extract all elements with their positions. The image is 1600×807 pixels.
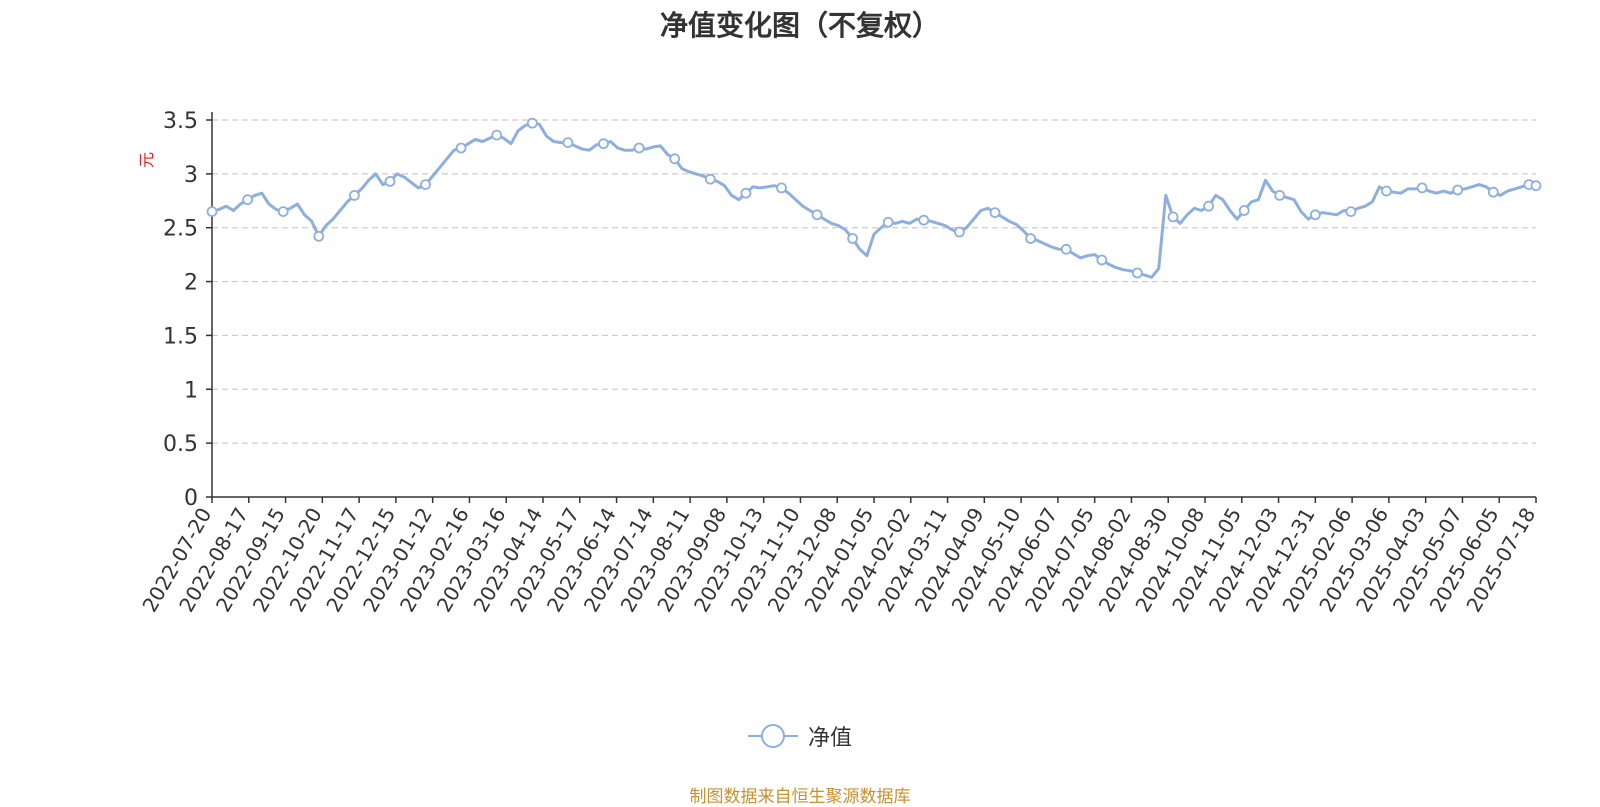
data-point-marker — [882, 216, 894, 228]
data-point-marker — [1060, 243, 1072, 255]
data-point-marker — [1487, 186, 1499, 198]
data-point-marker — [918, 214, 930, 226]
source-note: 制图数据来自恒生聚源数据库 — [689, 787, 911, 807]
data-point-marker — [1025, 233, 1036, 244]
y-tick-label: 0 — [184, 486, 198, 511]
gridlines — [212, 119, 1536, 444]
data-point-marker — [1309, 209, 1321, 221]
y-tick-label: 3.5 — [163, 109, 198, 134]
data-point-marker — [277, 206, 289, 218]
data-point-marker — [1096, 254, 1108, 266]
data-point-marker — [1530, 180, 1542, 192]
data-point-marker — [1452, 184, 1464, 196]
data-point-marker — [562, 137, 574, 149]
data-point-marker — [776, 182, 787, 194]
data-point-marker — [1167, 211, 1179, 223]
data-point-marker — [811, 209, 823, 221]
data-point-marker — [740, 187, 752, 199]
data-point-marker — [989, 207, 1001, 219]
data-point-marker — [1203, 200, 1214, 212]
axes — [206, 112, 1537, 503]
data-point-marker — [420, 179, 431, 191]
y-axis-unit-label: 元 — [137, 152, 156, 168]
data-point-marker — [1345, 206, 1357, 218]
data-point-marker — [954, 226, 965, 238]
y-tick-label: 1.5 — [163, 324, 198, 349]
y-tick-label: 2.5 — [163, 217, 198, 242]
y-tick-label: 2 — [184, 271, 198, 296]
legend[interactable]: 净值 — [0, 720, 1600, 757]
data-point-marker — [633, 142, 645, 154]
data-point-marker — [669, 153, 681, 165]
legend-line-marker-icon — [747, 724, 798, 748]
data-point-marker — [704, 173, 716, 185]
data-point-marker — [206, 206, 218, 218]
data-point-marker — [348, 189, 360, 201]
data-point-marker — [491, 129, 503, 141]
data-point-marker — [526, 117, 538, 129]
data-point-marker — [598, 138, 609, 150]
series-layer — [206, 117, 1542, 279]
data-point-marker — [1381, 185, 1392, 197]
x-tick-labels: 2022-07-202022-08-172022-09-152022-10-20… — [137, 503, 1540, 616]
data-point-marker — [1238, 205, 1250, 216]
data-point-marker — [455, 142, 467, 154]
data-point-marker — [847, 233, 858, 244]
legend-label: 净值 — [807, 726, 852, 751]
y-tick-labels: 0 0.5 1 1.5 2 2.5 3 3.5 — [163, 109, 198, 511]
data-point-marker — [1132, 267, 1143, 279]
chart-title: 净值变化图（不复权） — [659, 9, 940, 42]
data-point-marker — [242, 194, 254, 206]
data-point-marker — [384, 175, 396, 187]
data-point-marker — [1274, 189, 1286, 201]
y-tick-label: 0.5 — [163, 432, 198, 457]
series-line — [211, 121, 1537, 279]
data-point-marker — [1416, 182, 1428, 194]
data-point-marker — [313, 230, 325, 242]
y-tick-label: 1 — [184, 378, 198, 403]
y-tick-label: 3 — [184, 163, 198, 188]
